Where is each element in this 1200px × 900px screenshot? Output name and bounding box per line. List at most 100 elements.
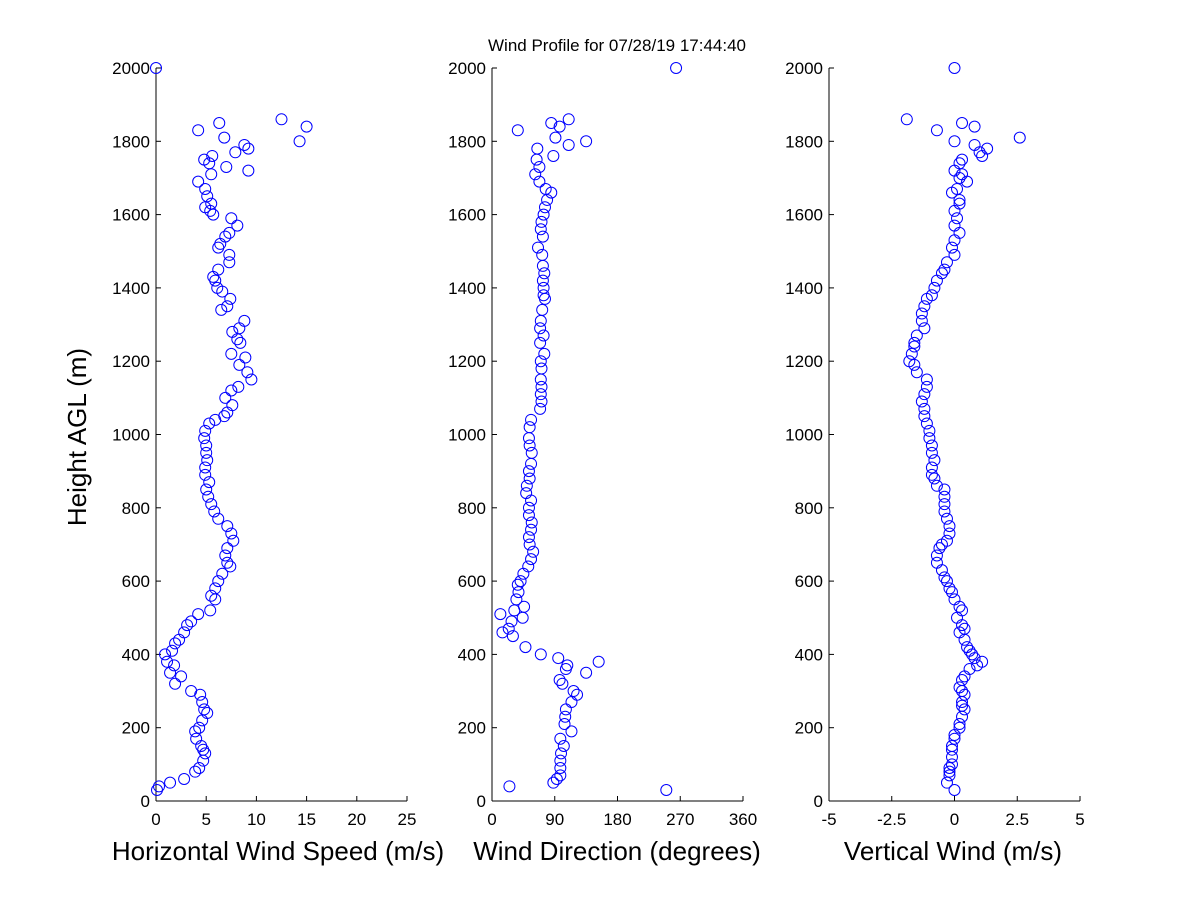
data-point-horizontal-wind-speed bbox=[193, 762, 206, 775]
data-point-horizontal-wind-speed bbox=[193, 721, 206, 734]
data-point-wind-direction bbox=[670, 62, 683, 74]
data-point-wind-direction bbox=[527, 545, 540, 558]
y-tick-label-vertical-wind: 1200 bbox=[785, 352, 823, 371]
y-tick-label-wind-direction: 600 bbox=[458, 572, 486, 591]
data-point-wind-direction bbox=[592, 655, 605, 668]
data-point-vertical-wind bbox=[915, 307, 928, 320]
data-point-vertical-wind bbox=[956, 710, 969, 723]
x-tick-label-wind-direction: 180 bbox=[603, 810, 631, 829]
data-point-horizontal-wind-speed bbox=[150, 62, 162, 74]
data-point-wind-direction bbox=[532, 241, 545, 254]
data-point-vertical-wind bbox=[910, 366, 923, 379]
data-point-vertical-wind bbox=[920, 380, 933, 393]
data-point-vertical-wind bbox=[948, 248, 961, 261]
x-tick-label-horizontal-wind-speed: 15 bbox=[297, 810, 316, 829]
data-point-horizontal-wind-speed bbox=[245, 373, 258, 386]
data-point-vertical-wind bbox=[948, 204, 961, 217]
data-point-wind-direction bbox=[537, 329, 550, 342]
data-point-horizontal-wind-speed bbox=[242, 142, 255, 155]
data-point-wind-direction bbox=[660, 784, 673, 797]
data-point-wind-direction bbox=[529, 168, 542, 181]
y-tick-label-wind-direction: 1800 bbox=[448, 132, 486, 151]
data-point-wind-direction bbox=[523, 439, 536, 452]
data-point-vertical-wind bbox=[948, 784, 961, 797]
data-point-wind-direction bbox=[525, 457, 538, 470]
y-tick-label-wind-direction: 200 bbox=[458, 719, 486, 738]
data-point-wind-direction bbox=[534, 373, 547, 386]
data-point-horizontal-wind-speed bbox=[221, 300, 234, 313]
data-point-horizontal-wind-speed bbox=[213, 116, 226, 129]
data-point-horizontal-wind-speed bbox=[241, 366, 254, 379]
data-point-vertical-wind bbox=[958, 688, 971, 701]
data-point-wind-direction bbox=[553, 120, 566, 133]
data-point-wind-direction bbox=[552, 652, 565, 665]
data-point-horizontal-wind-speed bbox=[205, 168, 218, 181]
data-point-horizontal-wind-speed bbox=[181, 619, 194, 632]
data-point-vertical-wind bbox=[943, 582, 956, 595]
data-point-wind-direction bbox=[525, 523, 538, 536]
data-point-horizontal-wind-speed bbox=[219, 549, 232, 562]
data-point-vertical-wind bbox=[925, 446, 938, 459]
data-point-vertical-wind bbox=[908, 340, 921, 353]
data-point-wind-direction bbox=[556, 677, 569, 690]
data-point-wind-direction bbox=[537, 208, 550, 221]
data-point-horizontal-wind-speed bbox=[207, 208, 220, 221]
data-point-vertical-wind bbox=[973, 146, 986, 159]
data-point-wind-direction bbox=[557, 740, 570, 753]
y-tick-label-vertical-wind: 200 bbox=[795, 719, 823, 738]
data-point-horizontal-wind-speed bbox=[196, 714, 209, 727]
data-point-vertical-wind bbox=[958, 633, 971, 646]
x-tick-label-horizontal-wind-speed: 5 bbox=[201, 810, 210, 829]
data-point-wind-direction bbox=[522, 432, 535, 445]
data-point-vertical-wind bbox=[938, 263, 951, 276]
data-point-vertical-wind bbox=[940, 776, 953, 789]
data-point-wind-direction bbox=[535, 380, 548, 393]
data-point-horizontal-wind-speed bbox=[168, 659, 181, 672]
data-point-vertical-wind bbox=[918, 388, 931, 401]
data-point-horizontal-wind-speed bbox=[159, 648, 172, 661]
data-point-vertical-wind bbox=[938, 490, 951, 503]
data-point-wind-direction bbox=[519, 641, 532, 654]
data-point-vertical-wind bbox=[976, 149, 989, 162]
data-point-vertical-wind bbox=[948, 62, 961, 74]
x-tick-label-horizontal-wind-speed: 0 bbox=[151, 810, 160, 829]
data-point-vertical-wind bbox=[945, 241, 958, 254]
y-tick-label-wind-direction: 1000 bbox=[448, 426, 486, 445]
data-point-wind-direction bbox=[536, 274, 549, 287]
data-point-vertical-wind bbox=[943, 527, 956, 540]
data-point-horizontal-wind-speed bbox=[202, 490, 215, 503]
data-point-vertical-wind bbox=[928, 454, 941, 467]
data-point-wind-direction bbox=[517, 567, 530, 580]
data-point-wind-direction bbox=[534, 402, 547, 415]
y-tick-label-horizontal-wind-speed: 1400 bbox=[112, 279, 150, 298]
data-point-wind-direction bbox=[533, 160, 546, 173]
data-point-horizontal-wind-speed bbox=[197, 754, 210, 767]
data-point-horizontal-wind-speed bbox=[198, 153, 211, 166]
data-point-vertical-wind bbox=[948, 135, 961, 148]
data-point-vertical-wind bbox=[953, 193, 966, 206]
data-point-vertical-wind bbox=[905, 347, 918, 360]
data-point-vertical-wind bbox=[935, 538, 948, 551]
data-point-vertical-wind bbox=[940, 512, 953, 525]
data-point-wind-direction bbox=[533, 175, 546, 188]
data-point-horizontal-wind-speed bbox=[199, 461, 212, 474]
data-point-horizontal-wind-speed bbox=[239, 351, 252, 364]
data-point-wind-direction bbox=[505, 615, 518, 628]
data-point-horizontal-wind-speed bbox=[200, 483, 213, 496]
data-point-wind-direction bbox=[523, 538, 536, 551]
data-point-vertical-wind bbox=[945, 751, 958, 764]
data-point-horizontal-wind-speed bbox=[229, 146, 242, 159]
data-point-horizontal-wind-speed bbox=[203, 476, 216, 489]
data-point-vertical-wind bbox=[918, 300, 931, 313]
data-point-wind-direction bbox=[562, 138, 575, 151]
data-point-vertical-wind bbox=[920, 373, 933, 386]
data-point-wind-direction bbox=[555, 747, 568, 760]
data-point-wind-direction bbox=[559, 710, 572, 723]
data-point-vertical-wind bbox=[956, 116, 969, 129]
points-vertical-wind bbox=[900, 62, 1026, 797]
data-point-wind-direction bbox=[522, 465, 535, 478]
data-point-wind-direction bbox=[530, 153, 543, 166]
data-point-wind-direction bbox=[549, 131, 562, 144]
data-point-wind-direction bbox=[534, 355, 547, 368]
data-point-horizontal-wind-speed bbox=[242, 164, 255, 177]
